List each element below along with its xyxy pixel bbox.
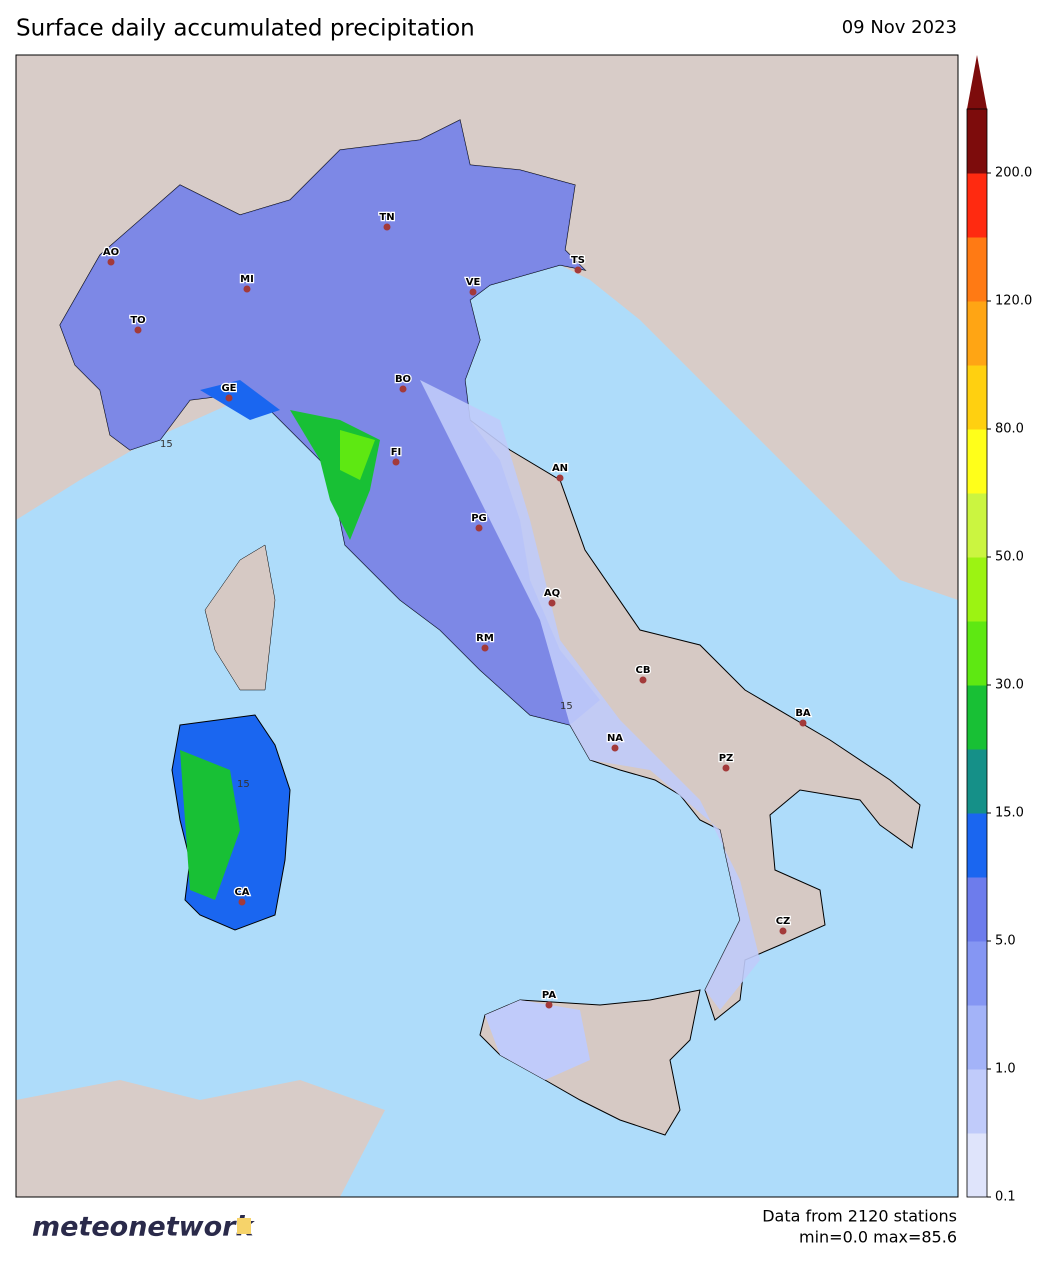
colorbar-bin [967, 557, 987, 622]
city-dot [548, 599, 556, 607]
map-frame [15, 54, 959, 1198]
city-label: PG [471, 513, 487, 524]
date: 09 Nov 2023 [842, 17, 957, 38]
colorbar-bin [967, 301, 987, 366]
city-dot [481, 644, 489, 652]
colorbar-bin [967, 685, 987, 750]
colorbar-bin [967, 877, 987, 942]
colorbar-tick-label: 0.1 [995, 1190, 1016, 1205]
city-dot [611, 744, 619, 752]
colorbar-bin [967, 813, 987, 878]
map [16, 55, 958, 1197]
colorbar-bin [967, 429, 987, 494]
colorbar-frame [966, 108, 988, 1198]
city-dot [392, 458, 400, 466]
city-label: BO [395, 374, 411, 385]
rain-peak [340, 430, 375, 480]
city-dot [779, 927, 787, 935]
city-dot [545, 1001, 553, 1009]
contour-label: 15 [160, 439, 173, 450]
city-label: GE [221, 383, 236, 394]
city-label: TS [571, 255, 585, 266]
colorbar-tick-label: 50.0 [995, 550, 1024, 565]
corsica [204, 544, 276, 691]
colorbar-tick-label: 30.0 [995, 678, 1024, 693]
city-dot [107, 258, 115, 266]
colorbar-bin [967, 941, 987, 1006]
city-dot [556, 474, 564, 482]
city-label: CB [636, 665, 651, 676]
stats: min=0.0 max=85.6 [799, 1228, 957, 1247]
city-label: RM [476, 633, 494, 644]
city-dot [238, 898, 246, 906]
city-label: NA [607, 733, 623, 744]
logo: meteonetwork [32, 1212, 255, 1243]
city-label: TN [379, 212, 394, 223]
city-label: AQ [544, 588, 560, 599]
colorbar-tick-label: 15.0 [995, 806, 1024, 821]
colorbar-bin [967, 109, 987, 174]
contour-label: 15 [237, 779, 250, 790]
city-label: MI [240, 274, 254, 285]
city-dot [399, 385, 407, 393]
city-label: AO [103, 247, 119, 258]
colorbar-arrow [967, 55, 987, 109]
rain-south [420, 380, 760, 1010]
city-label: BA [795, 708, 811, 719]
colorbar-tick-label: 120.0 [995, 294, 1032, 309]
city-dot [243, 285, 251, 293]
colorbar-tick-label: 200.0 [995, 166, 1032, 181]
colorbar-bin [967, 173, 987, 238]
colorbar-bin [967, 237, 987, 302]
city-dot [225, 394, 233, 402]
colorbar-bin [967, 1069, 987, 1134]
title: Surface daily accumulated precipitation [16, 16, 475, 42]
city-label: TO [130, 315, 145, 326]
city-dot [469, 288, 477, 296]
city-label: AN [552, 463, 568, 474]
colorbar-bin [967, 621, 987, 686]
colorbar-bin [967, 365, 987, 430]
city-label: FI [391, 447, 402, 458]
colorbar-bin [967, 493, 987, 558]
city-label: PZ [719, 753, 734, 764]
city-dot [475, 524, 483, 532]
rain-sicily [485, 1000, 590, 1080]
city-label: CZ [776, 916, 791, 927]
colorbar-bin [967, 1005, 987, 1070]
logo-mark [237, 1218, 251, 1234]
colorbar-tick-label: 5.0 [995, 934, 1016, 949]
colorbar-tick-label: 1.0 [995, 1062, 1016, 1077]
city-dot [383, 223, 391, 231]
city-label: VE [466, 277, 481, 288]
city-dot [574, 266, 582, 274]
colorbar-bin [967, 749, 987, 814]
colorbar-tick-label: 80.0 [995, 422, 1024, 437]
rain-sardinia [180, 750, 240, 900]
contour-label: 15 [560, 701, 573, 712]
city-dot [134, 326, 142, 334]
city-label: CA [234, 887, 249, 898]
stations: Data from 2120 stations [762, 1207, 957, 1226]
city-dot [639, 676, 647, 684]
rain-liguria [200, 380, 280, 420]
city-dot [722, 764, 730, 772]
city-label: PA [542, 990, 556, 1001]
city-dot [799, 719, 807, 727]
colorbar-bin [967, 1133, 987, 1198]
